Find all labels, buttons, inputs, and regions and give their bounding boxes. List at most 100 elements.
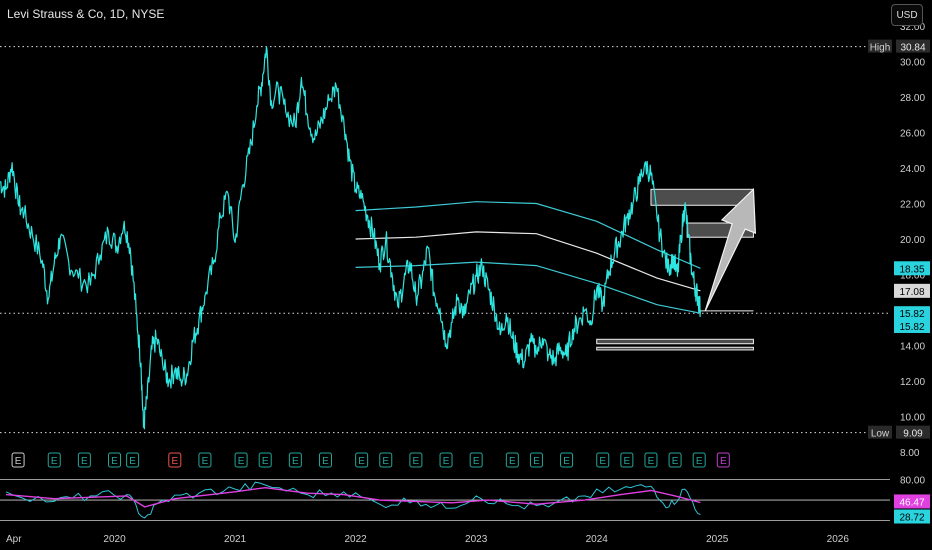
price-tick-label: 26.00	[900, 129, 925, 140]
time-tick-label: 2025	[706, 534, 729, 545]
projection-arrow[interactable]	[704, 187, 757, 312]
earnings-icon[interactable]	[168, 452, 182, 468]
earnings-icon[interactable]	[716, 452, 730, 468]
earnings-icon[interactable]	[439, 452, 453, 468]
earnings-icon[interactable]	[505, 452, 519, 468]
earnings-glyph: E	[202, 456, 209, 467]
earnings-glyph: E	[443, 456, 450, 467]
earnings-glyph: E	[624, 456, 631, 467]
currency-button[interactable]: USD	[891, 4, 923, 26]
earnings-glyph: E	[262, 456, 269, 467]
price-tick-label: 30.00	[900, 58, 925, 69]
earnings-icon[interactable]	[258, 452, 272, 468]
level-label-bg	[868, 425, 892, 439]
time-axis: Apr 2020 2021 2022 2023 2024 2025 2026	[6, 534, 849, 545]
level-label: Low	[871, 429, 890, 440]
price-tick-label: 32.00	[900, 22, 925, 33]
earnings-glyph: E	[129, 456, 136, 467]
earnings-glyph: E	[720, 456, 727, 467]
rsi-ma-line	[5, 486, 701, 508]
rsi-pane	[0, 479, 890, 522]
earnings-glyph: E	[15, 456, 22, 467]
earnings-icon[interactable]	[644, 452, 658, 468]
earnings-icon[interactable]	[234, 452, 248, 468]
price-value-label: 17.08	[899, 287, 924, 298]
earnings-icon[interactable]	[529, 452, 543, 468]
earnings-glyph: E	[171, 456, 178, 467]
level-label: High	[870, 43, 891, 54]
earnings-icon[interactable]	[560, 452, 574, 468]
level-value-bg	[896, 39, 930, 53]
rsi-value-label: 28.72	[899, 513, 924, 524]
time-tick-label: Apr	[6, 534, 22, 545]
projection-arrow-shape[interactable]	[704, 187, 757, 312]
earnings-glyph: E	[81, 456, 88, 467]
earnings-glyph: E	[648, 456, 655, 467]
earnings-icon[interactable]	[355, 452, 369, 468]
price-axis: 32.00 30.00 28.00 26.00 24.00 22.00 20.00 18.00…	[900, 22, 925, 486]
earnings-glyph: E	[563, 456, 570, 467]
price-tick-label: 24.00	[900, 164, 925, 175]
earnings-icon[interactable]	[11, 452, 25, 468]
earnings-icon[interactable]	[126, 452, 140, 468]
price-tick-label: 14.00	[900, 342, 925, 353]
earnings-icon[interactable]	[596, 452, 610, 468]
price-zone[interactable]	[596, 346, 754, 351]
earnings-icon[interactable]	[469, 452, 483, 468]
earnings-glyph: E	[322, 456, 329, 467]
earnings-icon[interactable]	[288, 452, 302, 468]
chart-title: Levi Strauss & Co, 1D, NYSE	[7, 7, 165, 21]
price-axis-labels: High 30.84 Low 9.09 18.35 17.08 15.82 15.82 46.4…	[868, 39, 930, 524]
price-tick-label: 10.00	[900, 413, 925, 424]
time-tick-label: 2024	[586, 534, 609, 545]
time-tick-label: 2020	[103, 534, 126, 545]
price-zone[interactable]	[650, 188, 754, 206]
earnings-icon[interactable]	[692, 452, 706, 468]
earnings-glyph: E	[599, 456, 606, 467]
level-value-bg	[896, 425, 930, 439]
price-value-label: 18.35	[899, 264, 924, 275]
earnings-glyph: E	[358, 456, 365, 467]
price-value-label-bg	[894, 283, 930, 298]
price-tick-label: 20.00	[900, 235, 925, 246]
price-tick-label: 12.00	[900, 377, 925, 388]
earnings-icon[interactable]	[668, 452, 682, 468]
level-value-label: 9.09	[903, 429, 923, 440]
level-label-bg	[868, 39, 892, 53]
earnings-icon[interactable]	[108, 452, 122, 468]
earnings-icon[interactable]	[198, 452, 212, 468]
price-zone[interactable]	[596, 338, 754, 345]
earnings-glyph: E	[672, 456, 679, 467]
earnings-icon[interactable]	[47, 452, 61, 468]
rsi-line	[5, 481, 701, 519]
earnings-icon[interactable]	[409, 452, 423, 468]
level-value-label: 30.84	[900, 43, 925, 54]
earnings-glyph: E	[533, 456, 540, 467]
price-value-label: 15.82	[899, 309, 924, 320]
price-value-label: 15.82	[899, 322, 924, 333]
moving-average-line	[355, 231, 701, 292]
earnings-icon[interactable]	[620, 452, 634, 468]
time-tick-label: 2022	[344, 534, 367, 545]
time-tick-label: 2023	[465, 534, 488, 545]
horizontal-levels	[0, 46, 890, 434]
price-series	[0, 46, 701, 430]
earnings-glyph: E	[238, 456, 245, 467]
price-tick-label: 8.00	[900, 448, 920, 459]
earnings-glyph: E	[51, 456, 58, 467]
earnings-glyph: E	[696, 456, 703, 467]
earnings-glyph: E	[413, 456, 420, 467]
rsi-value-label-bg	[894, 494, 930, 509]
earnings-icon[interactable]	[379, 452, 393, 468]
price-value-label-bg	[894, 306, 930, 321]
lower-band-line	[355, 261, 701, 314]
earnings-glyph: E	[111, 456, 118, 467]
price-tick-label: 28.00	[900, 93, 925, 104]
earnings-icon[interactable]	[318, 452, 332, 468]
moving-average-bands	[355, 201, 701, 314]
price-tick-label: 18.00	[900, 271, 925, 282]
earnings-glyph: E	[382, 456, 389, 467]
earnings-icon[interactable]	[77, 452, 91, 468]
